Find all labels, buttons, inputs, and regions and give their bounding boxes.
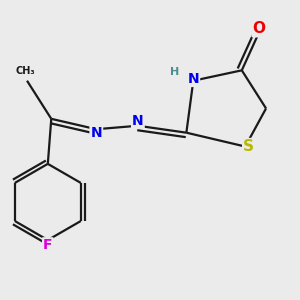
Text: N: N — [132, 114, 144, 128]
Text: S: S — [243, 139, 254, 154]
Text: N: N — [188, 72, 199, 86]
Text: F: F — [43, 238, 52, 252]
Text: O: O — [253, 21, 266, 36]
Text: H: H — [169, 67, 179, 77]
Text: CH₃: CH₃ — [16, 65, 35, 76]
Text: N: N — [91, 126, 102, 140]
